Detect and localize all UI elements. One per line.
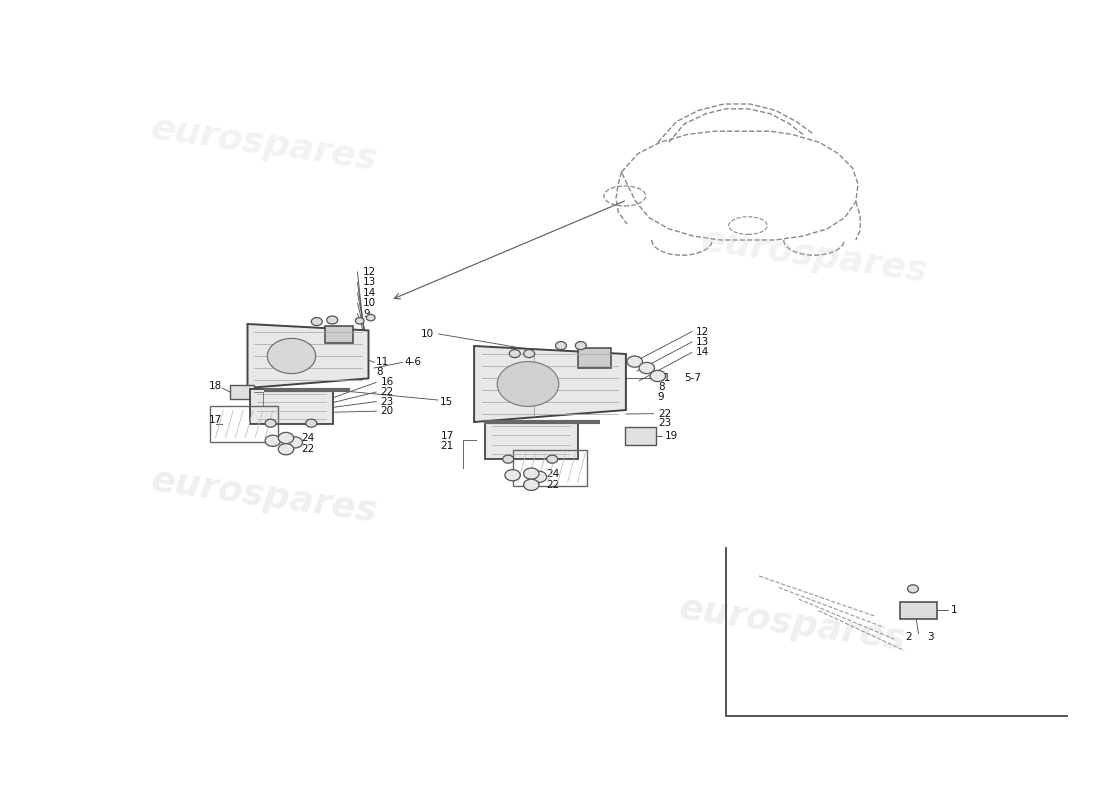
Text: 8: 8 [658, 382, 664, 392]
Circle shape [497, 362, 559, 406]
Text: 23: 23 [658, 418, 671, 428]
Text: 15: 15 [440, 398, 453, 407]
FancyBboxPatch shape [900, 602, 937, 619]
Circle shape [908, 585, 918, 593]
FancyBboxPatch shape [484, 421, 579, 459]
Text: 1: 1 [950, 606, 957, 615]
Circle shape [547, 455, 558, 463]
Circle shape [650, 370, 666, 382]
Text: 22: 22 [301, 444, 315, 454]
FancyBboxPatch shape [230, 385, 254, 399]
Text: 17: 17 [440, 431, 454, 441]
Text: 24: 24 [301, 433, 315, 443]
Text: 10: 10 [421, 329, 434, 339]
Text: 8: 8 [376, 367, 383, 377]
Text: 23: 23 [381, 397, 394, 406]
Text: 22: 22 [381, 387, 394, 397]
Circle shape [639, 362, 654, 374]
Text: 9: 9 [658, 392, 664, 402]
Circle shape [524, 468, 539, 479]
Text: 24: 24 [547, 469, 560, 478]
Text: 12: 12 [696, 326, 710, 337]
Text: 13: 13 [363, 278, 376, 287]
Circle shape [278, 432, 294, 443]
Text: 9: 9 [363, 309, 370, 318]
Text: 12: 12 [363, 267, 376, 277]
Circle shape [575, 342, 586, 350]
Text: 3: 3 [927, 632, 934, 642]
Circle shape [509, 350, 520, 358]
Circle shape [366, 314, 375, 321]
Circle shape [505, 470, 520, 481]
FancyBboxPatch shape [251, 390, 332, 424]
Text: 16: 16 [381, 378, 394, 387]
Circle shape [306, 419, 317, 427]
Circle shape [355, 318, 364, 324]
Text: 13: 13 [696, 337, 710, 347]
Text: 20: 20 [381, 406, 394, 416]
Text: 2: 2 [905, 632, 912, 642]
Text: 17: 17 [209, 415, 222, 425]
Text: eurospares: eurospares [698, 223, 930, 289]
Text: 14: 14 [363, 288, 376, 298]
Text: eurospares: eurospares [148, 111, 380, 177]
Circle shape [503, 455, 514, 463]
Text: 10: 10 [363, 298, 376, 308]
Polygon shape [248, 324, 368, 388]
Polygon shape [474, 346, 626, 422]
Text: 11: 11 [376, 358, 389, 367]
Text: 11: 11 [658, 373, 671, 382]
Text: 4-6: 4-6 [405, 358, 421, 367]
Text: 22: 22 [547, 480, 560, 490]
FancyBboxPatch shape [578, 347, 610, 367]
Text: eurospares: eurospares [676, 591, 908, 657]
Text: 21: 21 [440, 442, 454, 451]
Text: eurospares: eurospares [148, 463, 380, 529]
Circle shape [627, 356, 642, 367]
Text: 14: 14 [696, 347, 710, 358]
Circle shape [327, 316, 338, 324]
Circle shape [524, 350, 535, 358]
Circle shape [311, 318, 322, 326]
Text: 22: 22 [658, 409, 671, 418]
FancyBboxPatch shape [326, 326, 352, 343]
Circle shape [265, 419, 276, 427]
Text: 5-7: 5-7 [684, 373, 701, 382]
Circle shape [531, 471, 547, 482]
Circle shape [287, 437, 303, 448]
Circle shape [524, 479, 539, 490]
FancyBboxPatch shape [625, 427, 656, 445]
Text: 19: 19 [664, 431, 678, 441]
Circle shape [278, 443, 294, 454]
Text: 18: 18 [209, 381, 222, 390]
Circle shape [267, 338, 316, 374]
Circle shape [265, 435, 280, 446]
Circle shape [556, 342, 566, 350]
